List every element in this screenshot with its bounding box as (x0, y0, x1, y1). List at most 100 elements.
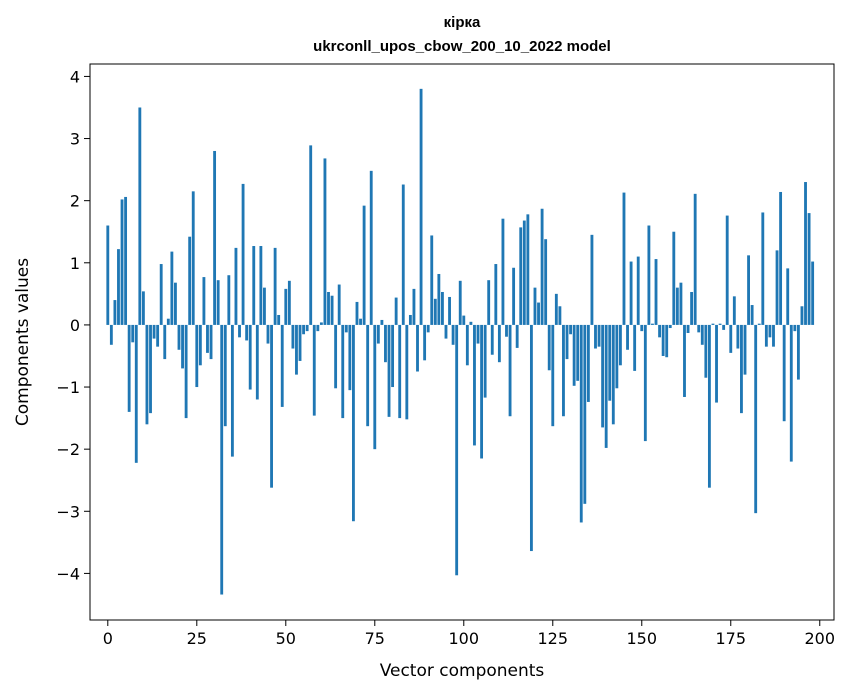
bar-134 (583, 324, 587, 504)
bar-158 (668, 324, 672, 329)
chart-title: кірка (444, 14, 481, 31)
bar-30 (213, 150, 217, 325)
bar-12 (149, 324, 152, 414)
bar-20 (177, 324, 181, 350)
bar-189 (779, 191, 783, 325)
y-tick-label: −3 (56, 502, 80, 521)
bar-177 (736, 324, 740, 349)
bar-1 (109, 324, 113, 345)
y-axis-label: Components values (13, 258, 33, 426)
y-tick-label: −2 (56, 440, 80, 459)
x-axis-ticks: 0 25 50 75 100 125 150 175 200 (103, 620, 835, 648)
bar-144 (618, 324, 622, 366)
bar-93 (437, 273, 441, 325)
bar-48 (277, 314, 281, 325)
bar-193 (793, 324, 797, 332)
y-axis-ticks: −4 −3 −2 −1 0 1 2 3 4 (56, 67, 90, 583)
bar-116 (519, 227, 523, 325)
bar-130 (569, 324, 572, 335)
bar-50 (284, 288, 288, 325)
bar-129 (565, 324, 569, 360)
bar-27 (202, 277, 206, 325)
bar-74 (369, 170, 373, 325)
bar-22 (184, 324, 188, 419)
bar-155 (658, 324, 661, 338)
bar-80 (391, 324, 395, 388)
bar-180 (747, 255, 750, 325)
bar-182 (754, 324, 758, 514)
bar-135 (586, 324, 590, 402)
bar-103 (473, 324, 476, 446)
bar-152 (647, 225, 651, 325)
bar-198 (811, 261, 815, 325)
bar-92 (433, 298, 437, 325)
bar-56 (305, 324, 309, 332)
bar-23 (188, 236, 192, 325)
bar-123 (544, 239, 548, 325)
bar-76 (376, 324, 380, 344)
x-tick-label: 100 (449, 629, 480, 648)
bar-45 (266, 324, 270, 344)
bar-171 (715, 324, 718, 403)
plot-frame (89, 63, 835, 621)
bar-75 (373, 324, 377, 450)
bar-81 (394, 297, 398, 325)
bar-125 (551, 324, 555, 427)
y-tick-label: 3 (70, 130, 80, 149)
bar-41 (252, 246, 256, 325)
bar-77 (380, 319, 384, 325)
bar-62 (327, 291, 330, 325)
bar-5 (124, 196, 128, 325)
bar-176 (732, 296, 736, 325)
bar-37 (238, 324, 241, 338)
bar-136 (590, 234, 594, 325)
bar-161 (679, 282, 683, 325)
bar-8 (134, 324, 138, 463)
bar-54 (298, 324, 302, 361)
bar-145 (622, 192, 626, 325)
y-tick-label: 2 (70, 192, 80, 211)
bar-87 (416, 324, 419, 372)
bar-168 (704, 324, 708, 378)
bar-141 (608, 324, 612, 401)
bar-68 (348, 324, 352, 391)
bar-52 (291, 324, 295, 349)
x-axis-label: Vector components (380, 661, 545, 681)
bar-19 (174, 282, 177, 325)
x-tick-label: 25 (187, 629, 207, 648)
bar-122 (540, 208, 544, 325)
bar-32 (220, 324, 224, 595)
bar-120 (533, 287, 537, 325)
y-tick-label: −4 (56, 564, 80, 583)
bar-149 (636, 256, 640, 325)
bar-114 (512, 267, 516, 325)
bar-26 (198, 324, 202, 366)
x-tick-label: 0 (103, 629, 113, 648)
bar-195 (800, 306, 804, 325)
bar-70 (355, 301, 359, 325)
bar-150 (640, 324, 644, 332)
bar-102 (469, 321, 473, 325)
bar-147 (629, 261, 633, 325)
bar-110 (497, 324, 501, 363)
bar-39 (245, 324, 249, 341)
bar-132 (576, 324, 580, 381)
bar-29 (209, 324, 213, 360)
bar-140 (604, 324, 608, 448)
bar-21 (181, 324, 184, 369)
y-tick-label: 1 (70, 254, 80, 273)
bar-115 (515, 324, 519, 348)
bar-105 (480, 324, 484, 459)
bar-179 (743, 324, 747, 375)
bar-9 (138, 107, 142, 325)
bar-146 (626, 324, 629, 350)
bar-118 (526, 214, 530, 325)
bar-18 (170, 251, 174, 325)
bar-73 (366, 324, 370, 427)
bar-188 (775, 250, 779, 325)
bar-90 (426, 324, 430, 333)
bar-126 (554, 293, 558, 325)
bar-34 (227, 275, 231, 325)
bar-172 (718, 323, 722, 325)
bar-25 (195, 324, 199, 388)
